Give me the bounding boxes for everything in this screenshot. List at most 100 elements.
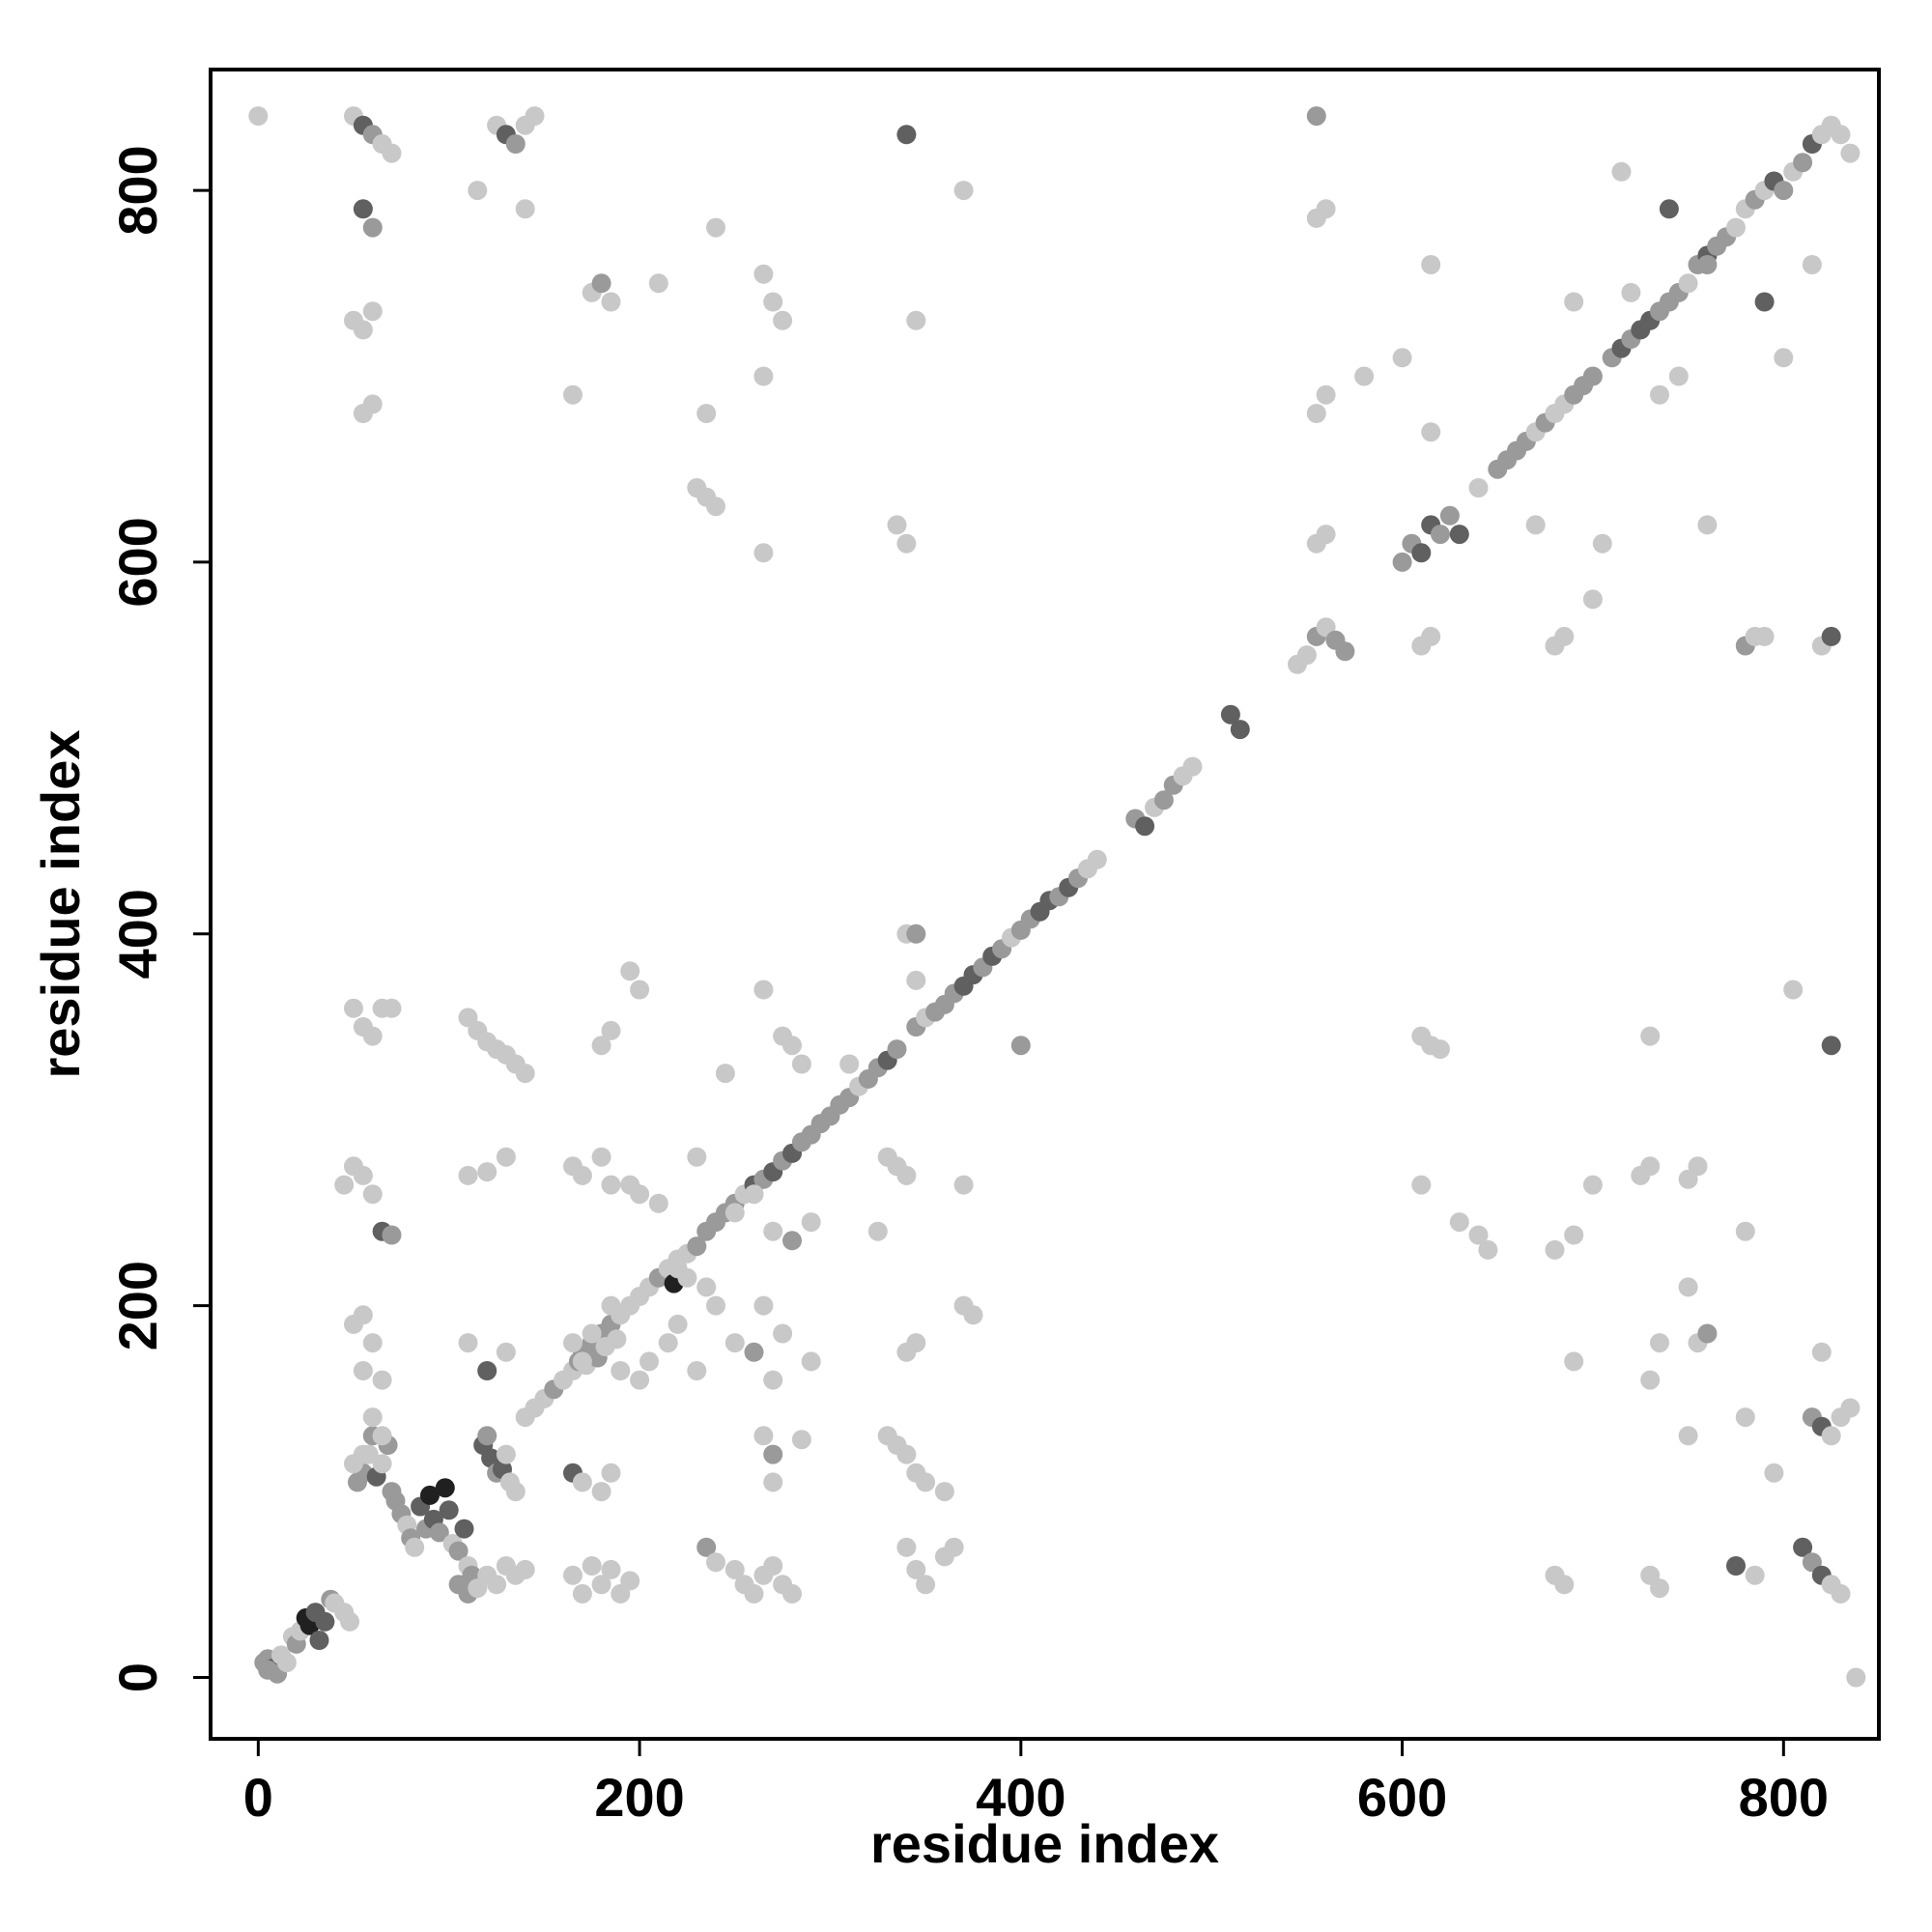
data-point bbox=[630, 1184, 650, 1205]
x-tick-label: 800 bbox=[1739, 1767, 1829, 1828]
data-point bbox=[887, 515, 907, 535]
data-point bbox=[1650, 384, 1669, 405]
data-point bbox=[1754, 626, 1775, 646]
data-point bbox=[687, 1236, 707, 1257]
data-point bbox=[1735, 1221, 1755, 1241]
data-point bbox=[258, 1660, 278, 1680]
data-point bbox=[1640, 1026, 1661, 1046]
data-point bbox=[315, 1611, 335, 1632]
data-point bbox=[429, 1522, 449, 1543]
y-tick-label: 400 bbox=[107, 889, 168, 979]
data-point bbox=[706, 1295, 725, 1316]
data-point bbox=[639, 1351, 659, 1372]
data-point bbox=[1846, 1667, 1866, 1688]
data-point bbox=[344, 998, 363, 1018]
data-point bbox=[906, 970, 926, 990]
data-point bbox=[505, 134, 526, 154]
data-point bbox=[677, 1267, 697, 1288]
data-point bbox=[248, 106, 269, 127]
data-point bbox=[706, 497, 725, 517]
data-point bbox=[611, 1361, 631, 1380]
data-point bbox=[1582, 589, 1603, 610]
data-point bbox=[477, 1426, 497, 1446]
data-point bbox=[1811, 1342, 1832, 1362]
data-point bbox=[953, 181, 974, 201]
data-point bbox=[515, 1064, 535, 1084]
data-point bbox=[1354, 366, 1375, 386]
x-axis-title: residue index bbox=[870, 1813, 1219, 1874]
data-point bbox=[1774, 348, 1794, 368]
data-point bbox=[1153, 790, 1174, 810]
data-point bbox=[1754, 292, 1775, 312]
data-point bbox=[340, 1611, 360, 1632]
data-point bbox=[896, 1444, 917, 1464]
data-point bbox=[744, 1342, 764, 1362]
data-point bbox=[687, 1361, 707, 1380]
data-point bbox=[1316, 384, 1336, 405]
data-point bbox=[1449, 525, 1469, 545]
data-point bbox=[362, 301, 383, 322]
data-point bbox=[591, 1147, 611, 1167]
data-point bbox=[763, 1221, 783, 1241]
data-point bbox=[1421, 255, 1441, 274]
data-point bbox=[1468, 1225, 1489, 1245]
data-point bbox=[420, 1485, 440, 1505]
data-point bbox=[1650, 1578, 1669, 1599]
data-point bbox=[458, 1333, 478, 1353]
data-point bbox=[724, 1559, 745, 1579]
data-point bbox=[782, 1583, 802, 1604]
data-point bbox=[1831, 1583, 1851, 1604]
data-point bbox=[620, 961, 640, 981]
data-point bbox=[763, 1370, 783, 1390]
data-point bbox=[906, 1559, 926, 1579]
data-point bbox=[1564, 292, 1584, 312]
x-tick-label: 400 bbox=[976, 1767, 1065, 1828]
data-point bbox=[601, 1559, 621, 1579]
data-point bbox=[353, 1361, 373, 1380]
data-point bbox=[896, 1537, 917, 1557]
data-point bbox=[1821, 1426, 1841, 1446]
data-point bbox=[601, 1175, 621, 1195]
data-point bbox=[867, 1221, 888, 1241]
data-point bbox=[572, 1472, 592, 1492]
data-point bbox=[763, 1472, 783, 1492]
data-point bbox=[724, 1333, 745, 1353]
data-point bbox=[963, 1305, 983, 1325]
data-point bbox=[1478, 1239, 1498, 1260]
data-point bbox=[309, 1631, 329, 1650]
data-point bbox=[916, 1472, 936, 1492]
data-point bbox=[753, 1295, 774, 1316]
data-point bbox=[362, 394, 383, 414]
data-point bbox=[1468, 478, 1489, 497]
data-point bbox=[362, 217, 383, 238]
data-point bbox=[405, 1537, 425, 1557]
data-point bbox=[1306, 208, 1326, 228]
data-point bbox=[601, 1020, 621, 1040]
data-point bbox=[362, 1184, 383, 1205]
data-point bbox=[487, 1575, 507, 1595]
data-point bbox=[1306, 106, 1326, 127]
data-point bbox=[591, 1575, 611, 1595]
data-point bbox=[515, 199, 535, 219]
data-point bbox=[1421, 626, 1441, 646]
data-point bbox=[706, 217, 725, 238]
data-point bbox=[744, 1583, 764, 1604]
data-point bbox=[1802, 255, 1822, 274]
data-point bbox=[887, 1039, 907, 1060]
data-point bbox=[525, 106, 545, 127]
data-point bbox=[696, 1537, 717, 1557]
data-point bbox=[496, 1147, 516, 1167]
data-point bbox=[763, 292, 783, 312]
data-point bbox=[791, 1430, 811, 1450]
data-point bbox=[1678, 273, 1698, 294]
data-point bbox=[1087, 849, 1107, 869]
data-point bbox=[572, 1165, 592, 1185]
data-point bbox=[1449, 1212, 1469, 1233]
x-axis: 0 200 400 600 800 bbox=[243, 1739, 1829, 1828]
data-point bbox=[439, 1500, 459, 1520]
data-point bbox=[1840, 143, 1861, 163]
data-point bbox=[1783, 980, 1804, 1000]
data-point bbox=[1182, 756, 1203, 777]
data-point bbox=[1554, 626, 1575, 646]
data-point bbox=[801, 1351, 821, 1372]
